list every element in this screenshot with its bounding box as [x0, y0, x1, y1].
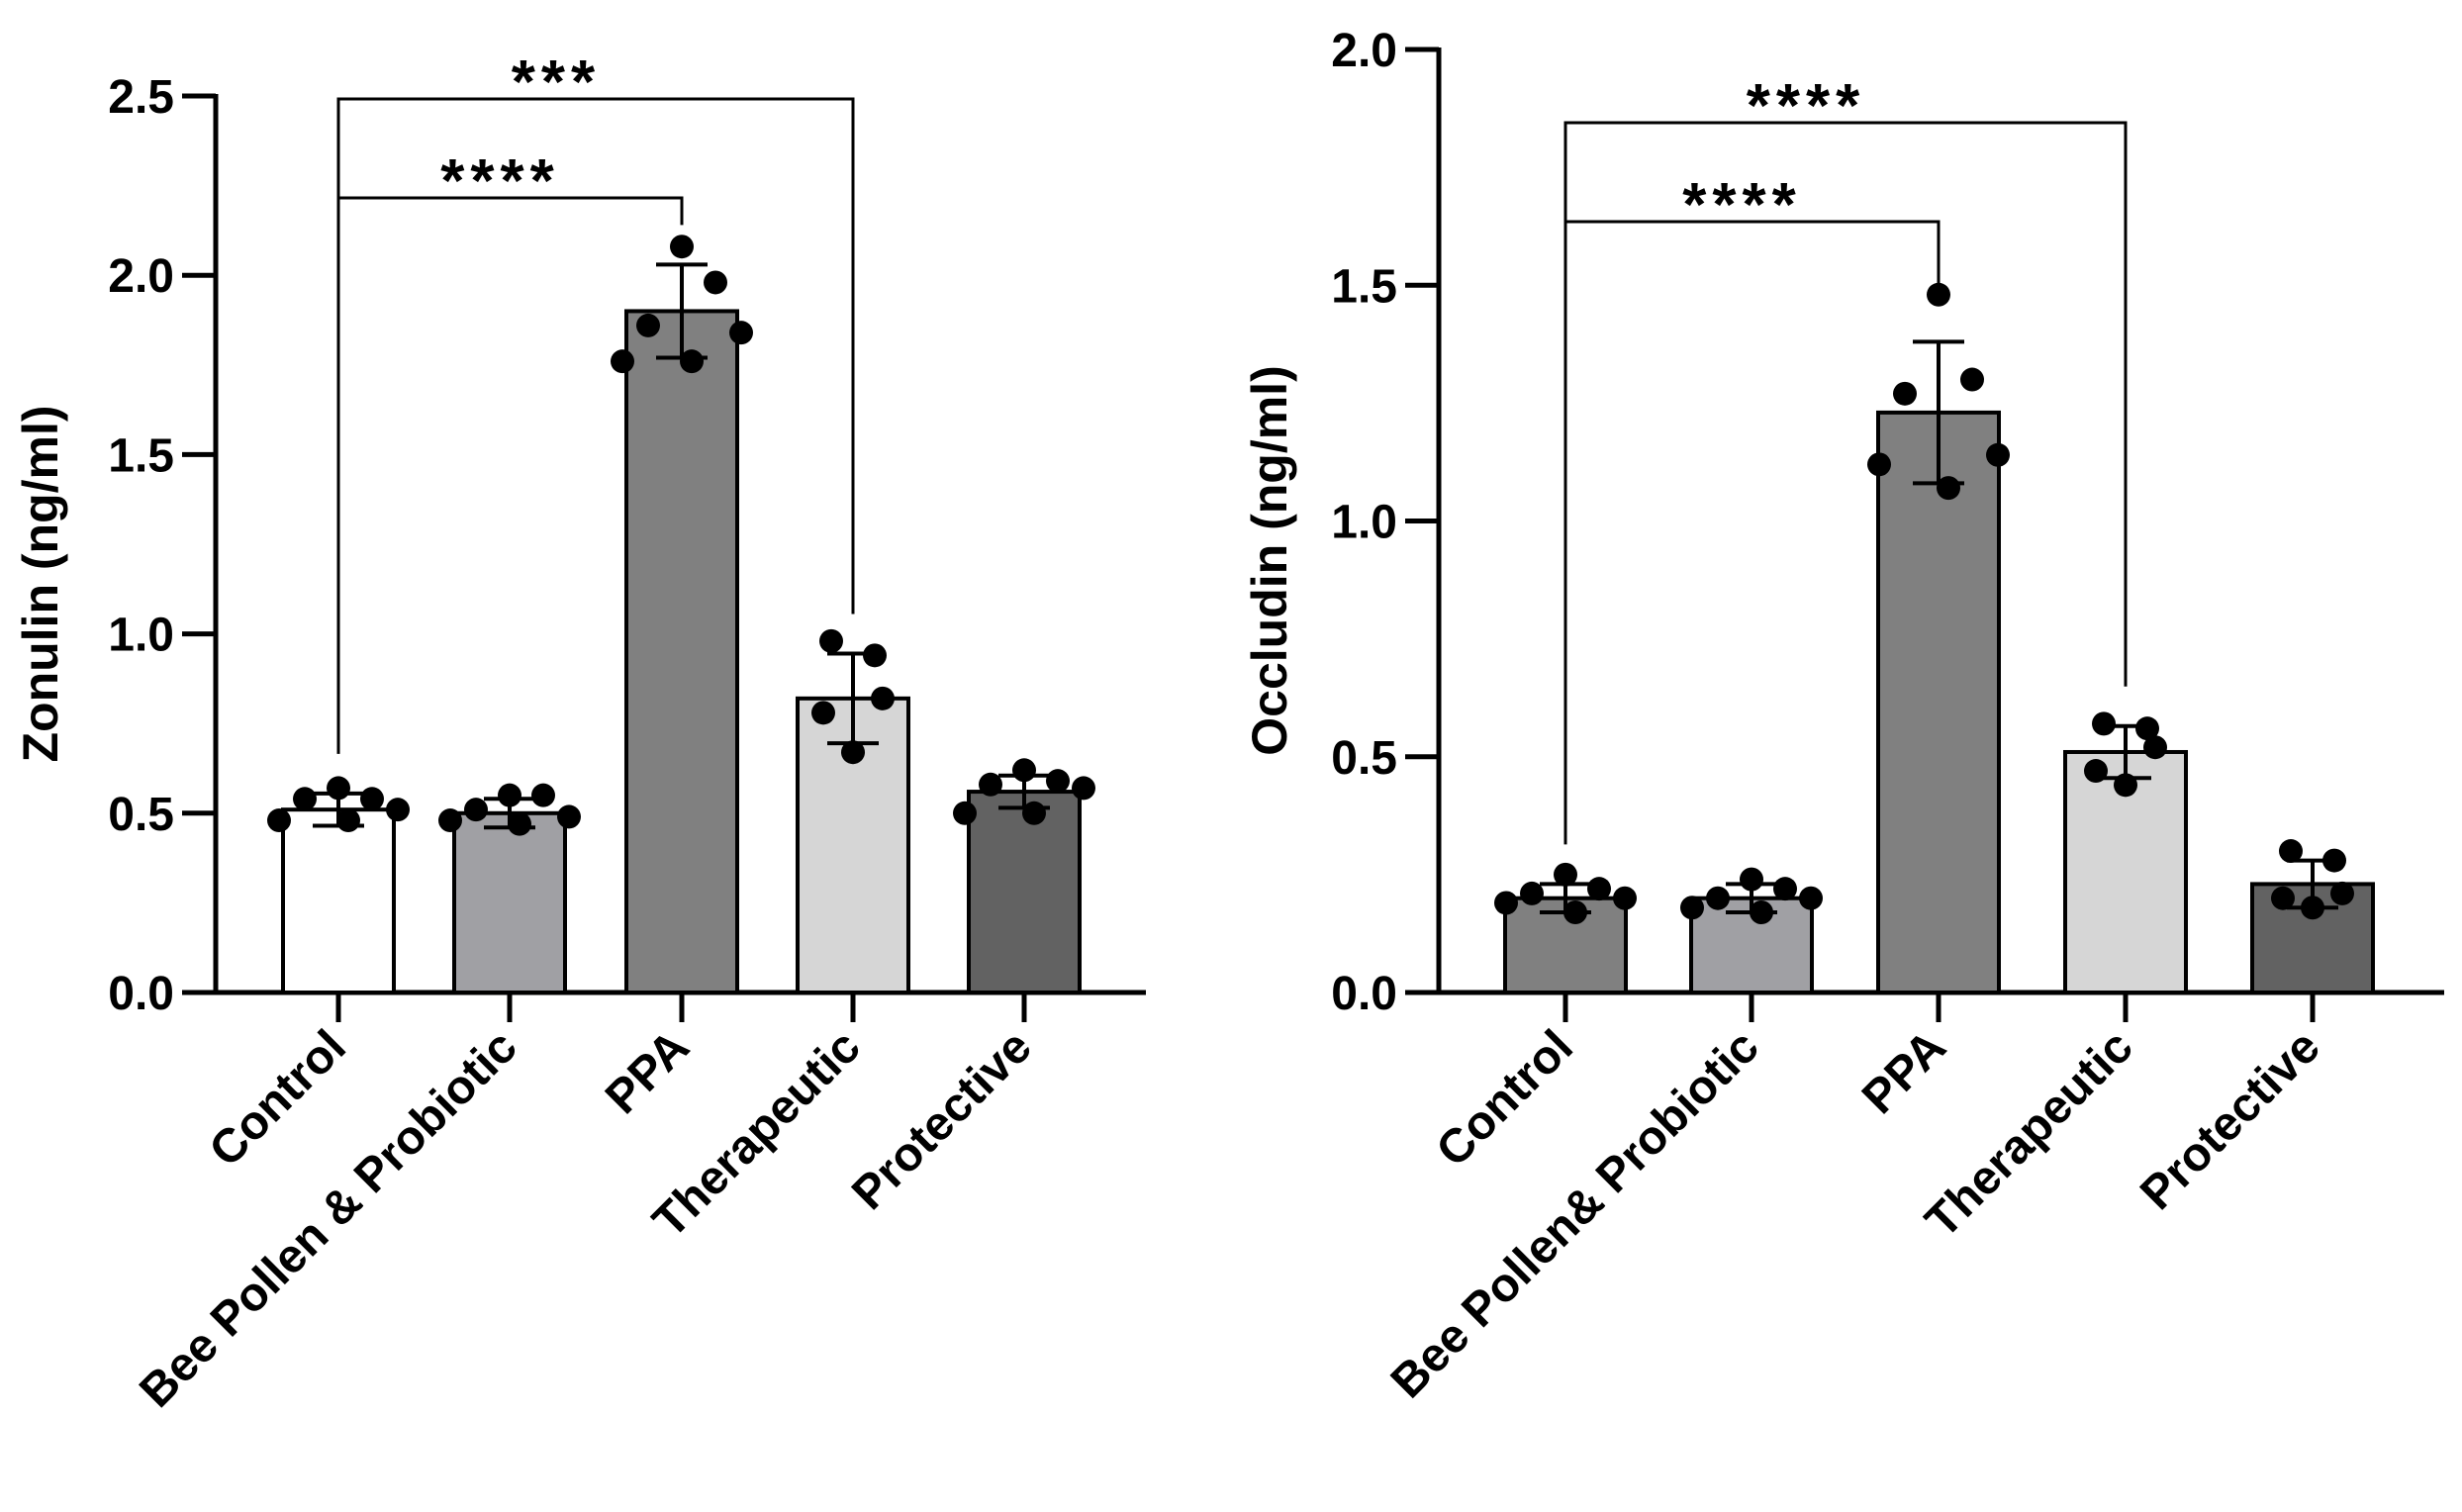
data-point: [1520, 881, 1544, 905]
data-point: [1012, 758, 1036, 783]
data-point: [979, 772, 1002, 797]
significance-label: ****: [1747, 72, 1866, 141]
y-tick-label: 2.0: [108, 250, 174, 303]
data-point: [386, 798, 410, 822]
y-tick-label: 0.0: [108, 968, 174, 1020]
data-point: [508, 811, 531, 836]
data-point: [1072, 776, 1095, 801]
data-point: [327, 776, 350, 801]
data-point: [1706, 886, 1730, 910]
bar-control: [281, 807, 396, 995]
data-point: [636, 313, 660, 337]
data-point: [336, 808, 360, 833]
data-point: [2330, 881, 2354, 905]
data-point: [557, 804, 581, 829]
y-tick-label: 0.5: [1331, 732, 1397, 785]
x-tick-label-bee-pollen-probiotic: Bee Pollen& Probiotic: [1381, 1020, 1769, 1408]
x-tick-label-protective: Protective: [842, 1020, 1042, 1220]
y-tick-label: 2.0: [1331, 25, 1397, 77]
significance-bracket: [1563, 121, 2128, 845]
x-tick-label-control: Control: [1427, 1020, 1583, 1177]
data-point: [1563, 899, 1587, 924]
data-point: [1554, 862, 1577, 887]
data-point: [2135, 716, 2159, 741]
data-point: [1022, 801, 1046, 825]
data-point: [1750, 899, 1773, 924]
data-point: [680, 349, 704, 374]
y-tick-label: 0.5: [108, 789, 174, 841]
data-point: [1960, 367, 1984, 392]
data-point: [2271, 886, 2295, 910]
y-tick-label: 1.0: [1331, 497, 1397, 549]
y-tick-label: 2.5: [108, 71, 174, 124]
data-point: [811, 701, 835, 725]
data-point: [1740, 867, 1763, 892]
data-point: [953, 801, 977, 825]
data-point: [1893, 381, 1917, 406]
data-point: [863, 643, 887, 668]
y-tick-label: 1.5: [108, 429, 174, 482]
significance-bracket: [336, 97, 855, 754]
data-point: [2279, 839, 2303, 864]
significance-label: ***: [512, 48, 601, 117]
data-point: [360, 787, 384, 811]
data-point: [498, 783, 521, 807]
bar-ppa: [1876, 410, 2001, 994]
data-point: [1799, 886, 1823, 910]
x-tick-label-control: Control: [200, 1020, 356, 1177]
data-point: [2092, 711, 2116, 736]
x-tick-label-ppa: PPA: [596, 1020, 700, 1124]
occludin-chart: 0.0 0.5 1.0 1.5 2.0 Occludin (ng/ml) ControlBe…: [1242, 25, 2444, 1408]
significance-label: ****: [1682, 171, 1802, 239]
data-point: [1773, 877, 1797, 901]
data-point: [1494, 891, 1518, 915]
data-point: [1046, 769, 1070, 794]
data-point: [1937, 476, 1960, 501]
y-tick-label: 1.0: [108, 610, 174, 662]
data-point: [841, 740, 865, 765]
data-point: [2322, 848, 2346, 873]
data-point: [438, 808, 462, 833]
data-point: [819, 628, 843, 653]
data-point: [729, 321, 753, 345]
x-tick-label-protective: Protective: [2131, 1020, 2330, 1220]
bar-protective: [967, 790, 1082, 995]
data-point: [531, 783, 555, 807]
x-tick-label-ppa: PPA: [1852, 1020, 1956, 1124]
y-axis-label: Zonulin (ng/ml): [13, 405, 68, 762]
data-point: [293, 787, 317, 811]
data-point: [1986, 442, 2010, 467]
significance-label: ****: [440, 147, 560, 216]
y-tick-label: 0.0: [1331, 968, 1397, 1020]
data-point: [2143, 735, 2167, 760]
data-point: [871, 686, 895, 710]
data-point: [2114, 773, 2137, 798]
data-point: [1867, 452, 1891, 477]
data-point: [464, 798, 488, 822]
data-point: [2084, 759, 2108, 784]
y-tick-label: 1.5: [1331, 260, 1397, 313]
data-point: [2301, 896, 2324, 920]
zonulin-chart: 0.0 0.5 1.0 1.5 2.0 2.5 Zonulin (ng/ml) Control…: [13, 48, 1146, 1418]
data-point: [670, 235, 694, 259]
data-point: [1613, 886, 1637, 910]
data-point: [1587, 877, 1611, 901]
data-point: [611, 349, 634, 374]
data-point: [267, 808, 291, 833]
y-axis-label: Occludin (ng/ml): [1242, 365, 1297, 755]
data-point: [1680, 896, 1704, 920]
data-point: [704, 270, 727, 295]
bar-ppa: [624, 309, 739, 994]
bar-bee-pollen-probiotic: [452, 810, 567, 994]
